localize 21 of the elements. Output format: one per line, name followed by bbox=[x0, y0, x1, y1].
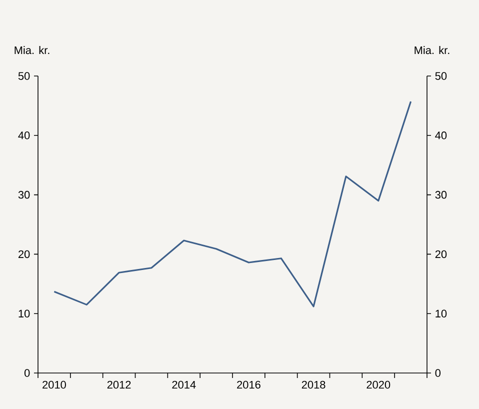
y-tick-label: 20 bbox=[18, 250, 30, 258]
y-tick-label: 0 bbox=[24, 369, 30, 377]
y-tick-label: 10 bbox=[18, 310, 30, 318]
x-tick-label: 2018 bbox=[302, 380, 326, 389]
x-tick-label: 2012 bbox=[107, 380, 131, 389]
y-tick-label: 50 bbox=[18, 72, 30, 80]
y2-tick-label: 40 bbox=[435, 132, 447, 140]
x-tick-label: 2020 bbox=[366, 380, 390, 389]
y2-tick-label: 30 bbox=[435, 190, 447, 199]
y2-axis-title: Mia. kr. bbox=[414, 46, 450, 54]
y-tick-label: 30 bbox=[18, 190, 30, 199]
y2-tick-label: 20 bbox=[435, 250, 447, 258]
y2-tick-label: 50 bbox=[435, 72, 447, 80]
x-tick-label: 2014 bbox=[172, 380, 196, 389]
y-tick-label: 40 bbox=[18, 132, 30, 140]
x-tick-label: 2016 bbox=[237, 380, 260, 389]
y-axis-title: Mia. kr. bbox=[14, 46, 50, 54]
y2-tick-label: 0 bbox=[435, 369, 441, 377]
line-series bbox=[53, 100, 412, 308]
x-tick-label: 2010 bbox=[42, 380, 66, 389]
y2-tick-label: 10 bbox=[436, 310, 447, 318]
